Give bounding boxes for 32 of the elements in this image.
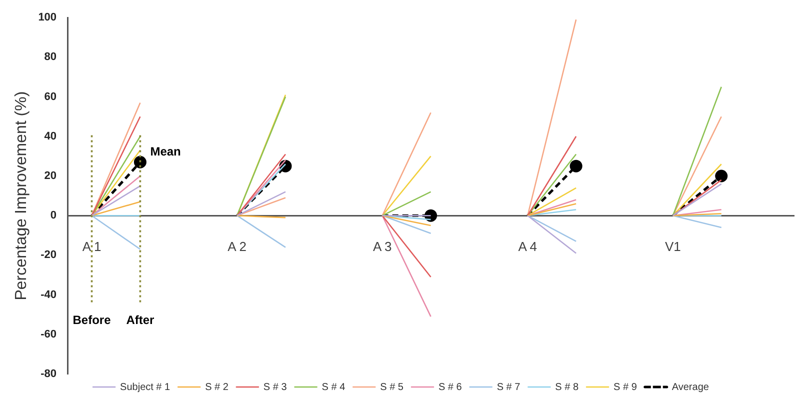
y-tick-label: 40 [44,130,57,142]
legend-label: S # 9 [614,382,638,393]
point [570,160,582,172]
x-tick-label: A 4 [518,238,538,254]
y-tick-label: 0 [50,210,57,222]
text: After [126,312,154,327]
legend-label: S # 8 [555,382,579,393]
point [134,156,146,168]
y-tick-label: 100 [38,12,57,24]
ref-line-label: Before [72,312,112,327]
x-tick-label: A 3 [372,238,392,254]
y-tick-label: -40 [40,288,57,301]
y-tick-label: 80 [44,51,57,64]
y-axis-title: Percentage Improvement (%) [13,91,30,300]
point [715,170,728,182]
y-tick-label: -20 [40,249,57,262]
y-tick-label: 60 [44,90,57,103]
x-tick-label: V1 [664,238,681,254]
legend-label: Average [672,382,710,393]
legend-label: S # 3 [263,382,288,393]
x-tick-label: A 2 [228,238,246,254]
legend-label: S # 2 [205,382,229,393]
y-tick-label: 20 [44,170,57,182]
y-tick-label: -60 [40,328,57,340]
legend-label: S # 5 [380,382,404,393]
legend-label: S # 4 [322,382,346,393]
legend-label: S # 7 [496,382,521,393]
x-tick-label: A 1 [82,238,102,254]
legend-label: S # 6 [438,382,462,393]
legend-label: Subject # 1 [120,382,171,393]
y-tick-label: -80 [40,368,57,380]
annotation: Mean [150,144,181,158]
